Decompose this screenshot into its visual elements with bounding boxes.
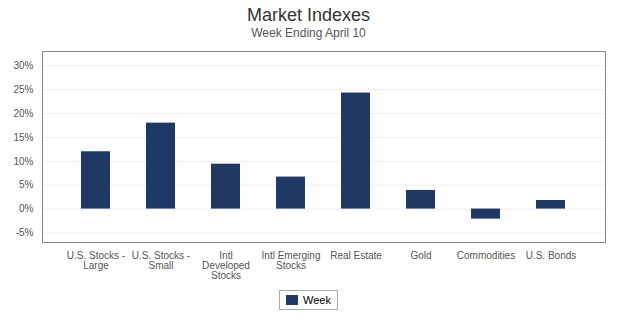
svg-text:Gold: Gold	[410, 250, 431, 261]
svg-text:U.S. Stocks -Large: U.S. Stocks -Large	[67, 250, 125, 271]
svg-text:Real Estate: Real Estate	[330, 250, 382, 261]
svg-text:15%: 15%	[13, 132, 33, 143]
svg-text:-5%: -5%	[16, 227, 34, 238]
svg-text:IntlDevelopedStocks: IntlDevelopedStocks	[202, 250, 250, 281]
svg-text:20%: 20%	[13, 108, 33, 119]
svg-text:0%: 0%	[19, 203, 34, 214]
svg-text:U.S. Bonds: U.S. Bonds	[526, 250, 577, 261]
svg-text:10%: 10%	[13, 156, 33, 167]
html-text:Week Ending April 10: Week Ending April 10	[251, 26, 366, 40]
svg-text:Intl EmergingStocks: Intl EmergingStocks	[262, 250, 321, 271]
svg-text:U.S. Stocks -Small: U.S. Stocks -Small	[132, 250, 190, 271]
svg-text:30%: 30%	[13, 60, 33, 71]
svg-text:5%: 5%	[19, 179, 34, 190]
svg-text:Commodities: Commodities	[457, 250, 515, 261]
svg-text:25%: 25%	[13, 84, 33, 95]
html-text:Week: Week	[303, 294, 331, 306]
html-text:Market Indexes: Market Indexes	[247, 5, 370, 25]
